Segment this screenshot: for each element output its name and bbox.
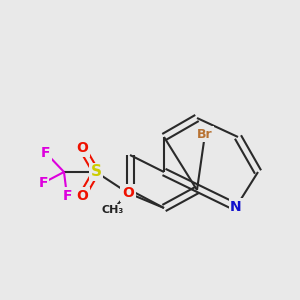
Text: Br: Br bbox=[197, 128, 213, 140]
Text: F: F bbox=[38, 176, 48, 190]
Text: O: O bbox=[76, 189, 88, 203]
Text: CH₃: CH₃ bbox=[102, 205, 124, 215]
Text: F: F bbox=[62, 189, 72, 203]
Text: O: O bbox=[76, 141, 88, 155]
Text: F: F bbox=[41, 146, 51, 160]
Text: S: S bbox=[91, 164, 101, 179]
Text: O: O bbox=[122, 186, 134, 200]
Text: N: N bbox=[230, 200, 242, 214]
